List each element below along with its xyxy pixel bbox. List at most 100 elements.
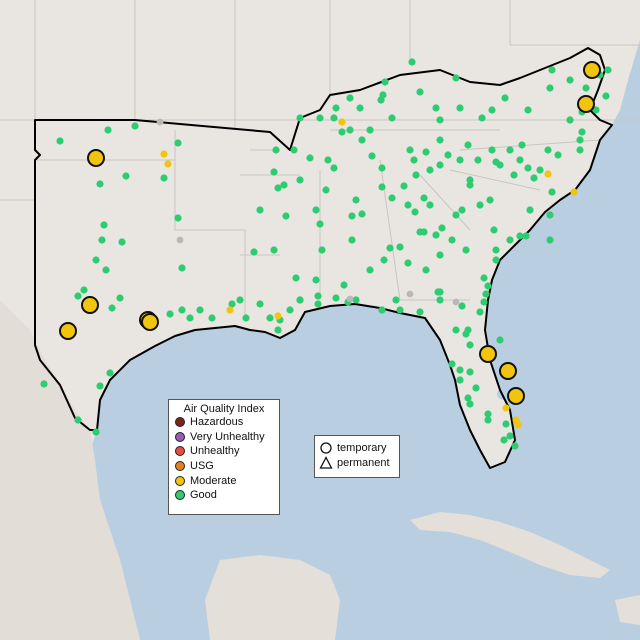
good-site-marker — [482, 290, 490, 298]
no-data-site-marker — [406, 290, 414, 298]
good-site-marker — [410, 156, 418, 164]
moderate-site-marker — [274, 312, 282, 320]
good-site-marker — [444, 151, 452, 159]
good-site-marker — [426, 201, 434, 209]
good-site-marker — [436, 136, 444, 144]
temporary-moderate-site-marker — [499, 362, 517, 380]
good-site-marker — [256, 300, 264, 308]
good-site-marker — [296, 296, 304, 304]
good-site-marker — [290, 146, 298, 154]
good-site-marker — [386, 244, 394, 252]
good-site-marker — [456, 366, 464, 374]
good-site-marker — [178, 264, 186, 272]
good-site-marker — [96, 382, 104, 390]
good-site-marker — [174, 139, 182, 147]
good-site-marker — [478, 114, 486, 122]
temporary-moderate-site-marker — [87, 149, 105, 167]
good-site-marker — [378, 306, 386, 314]
good-site-marker — [314, 300, 322, 308]
good-site-marker — [358, 136, 366, 144]
good-site-marker — [296, 176, 304, 184]
good-site-marker — [548, 66, 556, 74]
good-site-marker — [452, 211, 460, 219]
no-data-site-marker — [346, 295, 354, 303]
good-site-marker — [466, 181, 474, 189]
aqi-legend: Air Quality Index Hazardous Very Unhealt… — [168, 399, 280, 515]
good-site-marker — [484, 282, 492, 290]
legend-label: temporary — [337, 441, 387, 454]
cuba — [410, 512, 610, 578]
no-data-monitor-sites — [156, 118, 460, 306]
good-site-marker — [366, 266, 374, 274]
good-site-marker — [378, 183, 386, 191]
good-site-marker — [602, 92, 610, 100]
good-site-marker — [306, 154, 314, 162]
good-site-marker — [526, 206, 534, 214]
good-site-marker — [270, 246, 278, 254]
good-site-marker — [510, 171, 518, 179]
good-site-marker — [488, 106, 496, 114]
temporary-moderate-site-marker — [81, 296, 99, 314]
moderate-monitor-sites — [160, 118, 578, 429]
good-site-marker — [166, 310, 174, 318]
good-site-marker — [242, 314, 250, 322]
temporary-moderate-site-marker — [59, 322, 77, 340]
moderate-site-marker — [164, 160, 172, 168]
good-site-marker — [530, 174, 538, 182]
good-site-marker — [476, 308, 484, 316]
good-site-marker — [236, 296, 244, 304]
good-site-marker — [536, 166, 544, 174]
good-site-marker — [346, 94, 354, 102]
good-site-marker — [330, 114, 338, 122]
good-site-marker — [358, 210, 366, 218]
good-site-marker — [228, 300, 236, 308]
good-site-marker — [108, 304, 116, 312]
good-site-marker — [436, 116, 444, 124]
good-site-marker — [274, 326, 282, 334]
good-site-marker — [256, 206, 264, 214]
good-site-marker — [420, 194, 428, 202]
legend-item-unhealthy: Unhealthy — [169, 444, 279, 459]
moderate-site-marker — [570, 188, 578, 196]
good-site-marker — [576, 136, 584, 144]
good-site-marker — [416, 88, 424, 96]
good-site-marker — [490, 226, 498, 234]
good-site-marker — [582, 84, 590, 92]
legend-label: Very Unhealthy — [190, 430, 265, 443]
good-site-marker — [352, 296, 360, 304]
good-site-marker — [330, 164, 338, 172]
good-site-marker — [118, 238, 126, 246]
good-site-marker — [332, 104, 340, 112]
good-site-marker — [546, 211, 554, 219]
good-site-marker — [452, 74, 460, 82]
no-data-site-marker — [156, 118, 164, 126]
good-site-marker — [208, 314, 216, 322]
good-site-marker — [518, 141, 526, 149]
moderate-site-marker — [226, 306, 234, 314]
good-site-marker — [486, 196, 494, 204]
good-site-marker — [98, 236, 106, 244]
good-site-marker — [92, 428, 100, 436]
good-site-marker — [434, 288, 442, 296]
good-monitor-sites — [40, 58, 612, 450]
good-site-marker — [496, 336, 504, 344]
good-site-marker — [316, 114, 324, 122]
good-site-marker — [388, 194, 396, 202]
good-site-marker — [296, 114, 304, 122]
circle-icon — [320, 441, 332, 454]
good-site-marker — [548, 188, 556, 196]
good-site-marker — [466, 176, 474, 184]
good-site-marker — [346, 126, 354, 134]
legend-item-permanent: permanent — [315, 455, 399, 470]
legend-label: Good — [190, 489, 217, 502]
good-site-marker — [480, 274, 488, 282]
good-site-marker — [456, 376, 464, 384]
good-site-marker — [270, 168, 278, 176]
good-site-marker — [502, 420, 510, 428]
moderate-swatch — [175, 475, 185, 486]
good-site-marker — [404, 201, 412, 209]
good-site-marker — [500, 436, 508, 444]
good-site-marker — [412, 171, 420, 179]
good-site-marker — [522, 232, 530, 240]
